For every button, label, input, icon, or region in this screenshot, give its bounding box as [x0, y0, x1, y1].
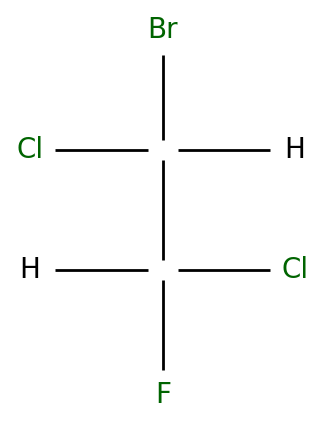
Text: F: F	[155, 381, 171, 409]
Text: Br: Br	[148, 16, 178, 44]
Text: Cl: Cl	[281, 256, 309, 284]
Text: Cl: Cl	[16, 136, 44, 164]
Text: H: H	[20, 256, 40, 284]
Text: H: H	[285, 136, 305, 164]
